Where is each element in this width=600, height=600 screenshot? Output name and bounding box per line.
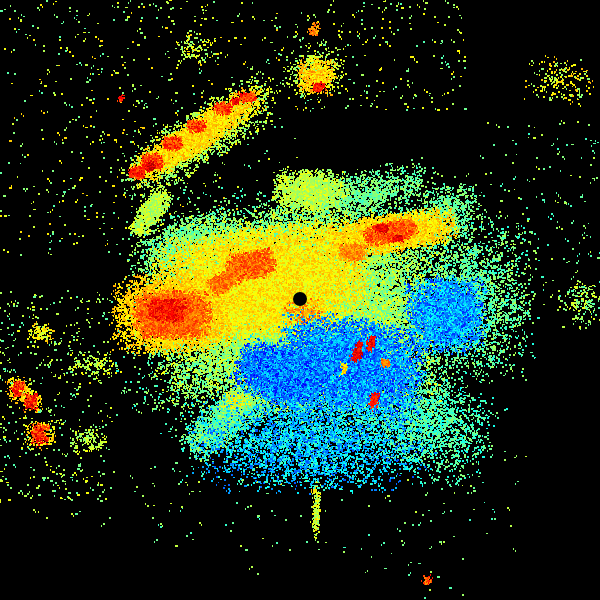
radar-ppi-display	[0, 0, 600, 600]
radar-reflectivity-canvas	[0, 0, 600, 600]
